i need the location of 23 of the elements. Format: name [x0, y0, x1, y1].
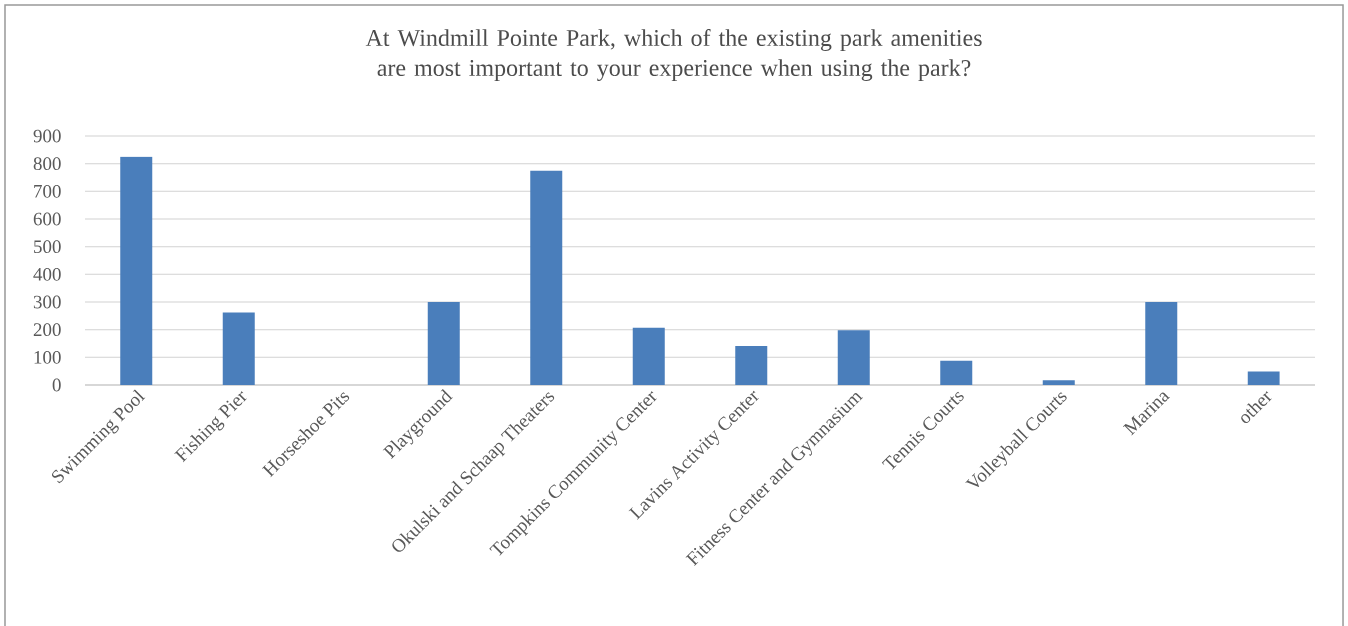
y-tick-label: 100	[34, 350, 61, 364]
bar	[1145, 302, 1178, 385]
bar	[427, 302, 460, 385]
y-tick-label: 700	[34, 184, 61, 198]
chart-title: At Windmill Pointe Park, which of the existing park amenities are most important to your experience when using the park?	[365, 28, 982, 82]
y-tick-label: 0	[52, 378, 61, 392]
y-tick-label: 500	[34, 240, 61, 254]
bar	[1247, 371, 1280, 385]
x-tick-label: other	[1241, 391, 1272, 424]
bar	[735, 345, 768, 385]
y-tick-label: 800	[33, 157, 61, 171]
y-tick-label: 900	[33, 129, 61, 143]
y-tick-label: 400	[33, 267, 61, 281]
bar	[940, 360, 973, 385]
bar	[530, 170, 563, 385]
y-tick-label: 300	[33, 295, 61, 309]
bar	[1042, 380, 1075, 385]
bar	[632, 327, 665, 385]
bar	[120, 156, 153, 385]
y-tick-label: 200	[33, 323, 61, 337]
bar	[222, 312, 255, 385]
y-tick-label: 600	[33, 212, 61, 226]
bar	[837, 330, 870, 385]
